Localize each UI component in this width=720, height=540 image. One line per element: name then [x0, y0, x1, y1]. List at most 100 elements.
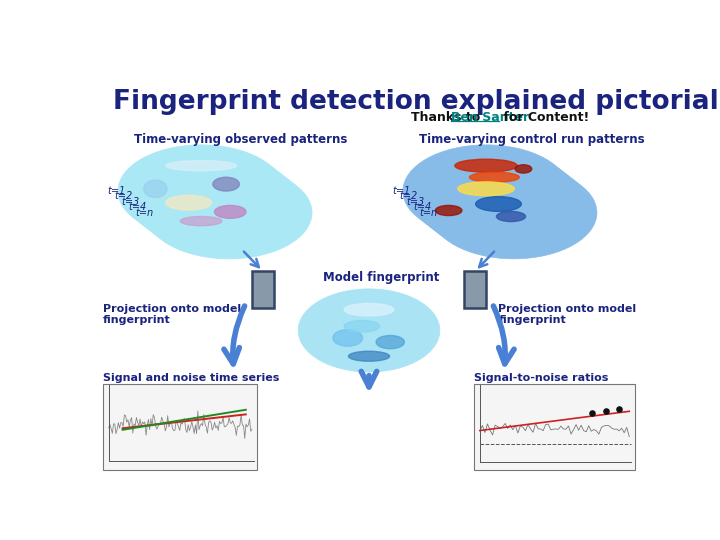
FancyBboxPatch shape — [252, 271, 274, 308]
Ellipse shape — [477, 178, 526, 188]
Ellipse shape — [476, 176, 538, 188]
Ellipse shape — [536, 181, 552, 189]
Ellipse shape — [449, 216, 476, 226]
Ellipse shape — [186, 177, 257, 187]
Ellipse shape — [464, 187, 521, 201]
Text: t=2: t=2 — [399, 192, 418, 201]
Ellipse shape — [417, 156, 583, 248]
Ellipse shape — [180, 217, 222, 226]
Text: Signal and noise time series: Signal and noise time series — [102, 373, 279, 383]
Ellipse shape — [166, 160, 236, 171]
Ellipse shape — [344, 320, 379, 332]
Ellipse shape — [240, 199, 267, 213]
Text: t=4: t=4 — [128, 202, 146, 212]
Point — [600, 406, 612, 415]
Ellipse shape — [490, 207, 535, 222]
Text: Ben Santer: Ben Santer — [451, 111, 529, 124]
Ellipse shape — [298, 289, 440, 372]
Ellipse shape — [442, 211, 469, 221]
Ellipse shape — [125, 150, 291, 242]
Ellipse shape — [476, 197, 521, 211]
Ellipse shape — [483, 183, 534, 193]
Text: Model fingerprint: Model fingerprint — [323, 271, 439, 284]
Text: t=2: t=2 — [114, 192, 132, 201]
Text: Signal-to-noise ratios: Signal-to-noise ratios — [474, 373, 608, 383]
Ellipse shape — [482, 181, 545, 194]
Ellipse shape — [496, 213, 542, 227]
Ellipse shape — [233, 193, 260, 207]
Ellipse shape — [458, 182, 514, 195]
Ellipse shape — [173, 201, 218, 215]
Text: t=3: t=3 — [121, 197, 139, 207]
Ellipse shape — [180, 171, 251, 181]
FancyBboxPatch shape — [464, 271, 486, 308]
FancyBboxPatch shape — [102, 383, 256, 470]
Ellipse shape — [187, 222, 229, 231]
Text: Thanks to: Thanks to — [411, 111, 485, 124]
Ellipse shape — [194, 217, 239, 232]
Ellipse shape — [150, 185, 174, 203]
Ellipse shape — [228, 216, 260, 229]
Ellipse shape — [221, 211, 253, 224]
Ellipse shape — [180, 206, 225, 221]
Text: t=n: t=n — [135, 208, 153, 218]
Text: Projection onto model
fingerprint: Projection onto model fingerprint — [102, 303, 240, 325]
Ellipse shape — [469, 172, 519, 183]
Ellipse shape — [431, 166, 597, 259]
FancyBboxPatch shape — [474, 383, 636, 470]
Ellipse shape — [543, 186, 559, 194]
Ellipse shape — [482, 202, 528, 217]
Ellipse shape — [515, 165, 532, 173]
Ellipse shape — [496, 211, 526, 221]
Ellipse shape — [165, 196, 188, 214]
Ellipse shape — [524, 233, 553, 243]
Ellipse shape — [503, 217, 533, 227]
Ellipse shape — [201, 233, 243, 242]
Ellipse shape — [517, 227, 546, 238]
Ellipse shape — [348, 351, 390, 361]
Ellipse shape — [376, 335, 405, 349]
Ellipse shape — [208, 238, 250, 247]
Ellipse shape — [213, 177, 239, 191]
Ellipse shape — [235, 221, 267, 234]
Ellipse shape — [344, 303, 394, 316]
Ellipse shape — [220, 183, 246, 197]
Text: t=1: t=1 — [107, 186, 125, 196]
Text: for Content!: for Content! — [499, 111, 590, 124]
Ellipse shape — [118, 145, 284, 237]
Ellipse shape — [463, 227, 490, 237]
Ellipse shape — [403, 145, 570, 237]
Ellipse shape — [333, 329, 363, 346]
Ellipse shape — [242, 227, 274, 240]
Ellipse shape — [503, 218, 549, 233]
Ellipse shape — [144, 180, 167, 198]
Ellipse shape — [456, 221, 482, 232]
Ellipse shape — [194, 182, 264, 192]
Ellipse shape — [479, 198, 535, 212]
Ellipse shape — [410, 150, 576, 242]
Text: Projection onto model
fingerprint: Projection onto model fingerprint — [498, 303, 636, 325]
Point — [587, 409, 598, 417]
Ellipse shape — [436, 205, 462, 215]
Ellipse shape — [485, 204, 542, 217]
Ellipse shape — [186, 211, 233, 226]
Text: t=n: t=n — [420, 208, 438, 218]
Ellipse shape — [522, 170, 539, 178]
Ellipse shape — [158, 191, 181, 208]
Text: Fingerprint detection explained pictorially….: Fingerprint detection explained pictoria… — [113, 90, 720, 116]
Ellipse shape — [455, 159, 517, 172]
Ellipse shape — [490, 188, 540, 199]
Ellipse shape — [173, 166, 243, 176]
Ellipse shape — [469, 170, 531, 183]
Ellipse shape — [132, 156, 298, 248]
Ellipse shape — [171, 201, 195, 219]
Ellipse shape — [497, 194, 547, 204]
Text: t=4: t=4 — [413, 202, 431, 212]
Text: Time-varying control run patterns: Time-varying control run patterns — [419, 132, 644, 146]
Ellipse shape — [139, 161, 305, 253]
Ellipse shape — [529, 176, 546, 184]
Ellipse shape — [510, 222, 539, 232]
Ellipse shape — [423, 161, 590, 253]
Ellipse shape — [145, 166, 312, 259]
Text: t=1: t=1 — [392, 186, 410, 196]
